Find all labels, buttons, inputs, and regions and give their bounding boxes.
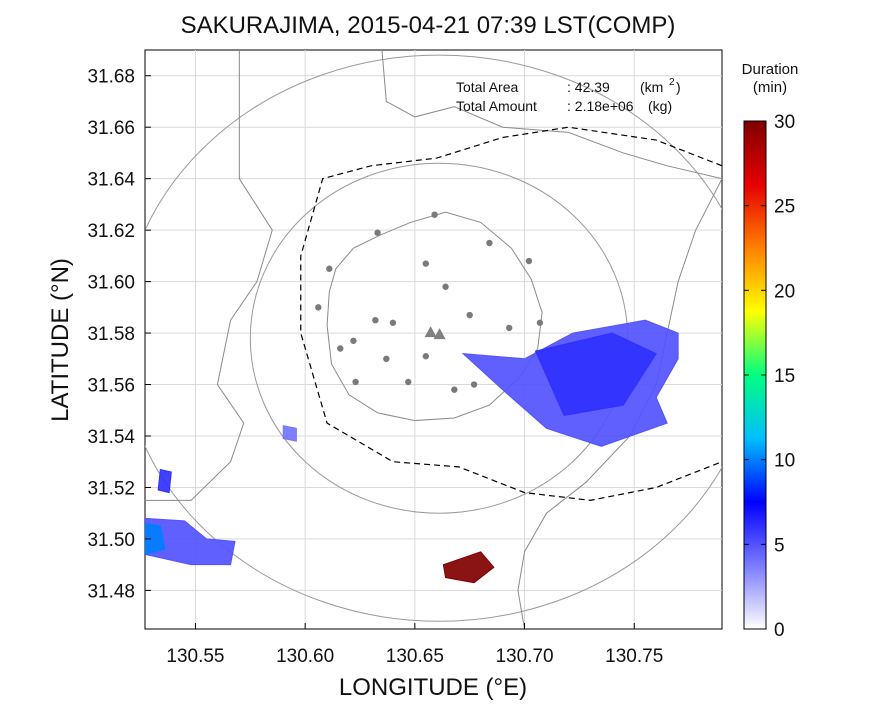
ash-region-east-plume-core	[534, 332, 657, 416]
station-point	[337, 345, 344, 352]
x-axis-ticks: 130.55 130.60 130.65 130.70 130.75	[166, 623, 663, 667]
station-point	[466, 311, 473, 319]
colorbar-title-line2: (min)	[753, 79, 787, 96]
station-point	[315, 304, 322, 311]
y-tick-label: 31.48	[87, 581, 135, 602]
total-area-unit: (km	[640, 79, 663, 95]
station-point	[486, 239, 493, 247]
north-coast	[381, 50, 722, 180]
west-coast	[145, 50, 273, 501]
station-point	[422, 353, 430, 360]
ash-region-west-speck	[282, 425, 297, 442]
total-amount-value: : 2.18e+06	[567, 98, 634, 114]
station-point	[383, 355, 390, 362]
station-point	[374, 229, 381, 236]
total-area-label: Total Area	[456, 79, 518, 95]
station-point	[451, 386, 458, 393]
ash-region-south-vent-sector	[442, 551, 495, 584]
station-point	[372, 317, 379, 324]
y-tick-label: 31.64	[87, 170, 135, 191]
stations	[315, 211, 544, 393]
y-tick-label: 31.54	[87, 427, 135, 448]
colorbar-ticks: 0 5 10 15 20 25 30	[744, 112, 795, 641]
x-axis-label: LONGITUDE (°E)	[339, 674, 527, 701]
station-point	[422, 260, 430, 267]
station-point	[431, 211, 438, 218]
x-tick-label: 130.70	[495, 646, 553, 667]
y-tick-label: 31.60	[87, 273, 135, 294]
station-point	[352, 378, 359, 386]
station-point	[326, 265, 333, 272]
total-area-unit-sup: 2	[669, 77, 675, 88]
colorbar-tick-label: 15	[774, 366, 795, 387]
ash-region-southwest-cluster	[145, 517, 236, 566]
station-point	[525, 257, 533, 265]
total-amount-label: Total Amount	[456, 98, 537, 114]
vent-triangle	[424, 326, 437, 338]
colorbar-title-line1: Duration	[742, 61, 799, 78]
total-area-unit-close: )	[676, 79, 681, 95]
y-axis-label: LATITUDE (°N)	[47, 258, 74, 422]
x-tick-label: 130.65	[386, 646, 444, 667]
station-point	[442, 283, 449, 290]
colorbar-tick-label: 20	[774, 281, 795, 302]
ash-region-west-small	[157, 468, 172, 494]
colorbar: Duration (min) 0 5 10 15 20 25 30	[742, 61, 799, 641]
y-tick-label: 31.50	[87, 530, 135, 551]
y-tick-label: 31.68	[87, 67, 135, 88]
vent	[424, 326, 446, 340]
total-amount-unit: (kg)	[648, 98, 672, 114]
y-tick-label: 31.56	[87, 376, 135, 397]
ash-region-southwest-hotspot	[145, 522, 166, 555]
x-tick-label: 130.60	[276, 646, 334, 667]
colorbar-tick-label: 25	[774, 197, 795, 218]
station-point	[536, 319, 544, 326]
x-tick-label: 130.75	[605, 646, 663, 667]
ash-regions	[145, 319, 679, 584]
y-tick-label: 31.52	[87, 478, 135, 499]
station-point	[470, 381, 478, 388]
totals-annotation: Total Area : 42.39 (km 2 ) Total Amount …	[456, 77, 681, 114]
y-axis-ticks: 31.48 31.50 31.52 31.54 31.56 31.58 31.60 31.62…	[87, 67, 151, 602]
colorbar-tick-label: 30	[774, 112, 795, 133]
colorbar-tick-label: 10	[774, 451, 795, 472]
station-point	[389, 319, 397, 326]
y-tick-label: 31.66	[87, 118, 135, 139]
x-tick-label: 130.55	[166, 646, 224, 667]
colorbar-tick-label: 0	[774, 620, 785, 641]
range-circle	[145, 54, 722, 622]
dashed-boundary	[300, 126, 722, 501]
station-point	[350, 337, 357, 344]
station-point	[405, 378, 412, 386]
y-tick-label: 31.62	[87, 221, 135, 242]
colorbar-tick-label: 5	[774, 535, 785, 556]
total-area-value: : 42.39	[567, 79, 610, 95]
y-tick-label: 31.58	[87, 324, 135, 345]
chart-title: SAKURAJIMA, 2015-04-21 07:39 LST(COMP)	[181, 12, 676, 39]
station-point	[505, 324, 513, 332]
vent-triangle	[433, 328, 446, 340]
